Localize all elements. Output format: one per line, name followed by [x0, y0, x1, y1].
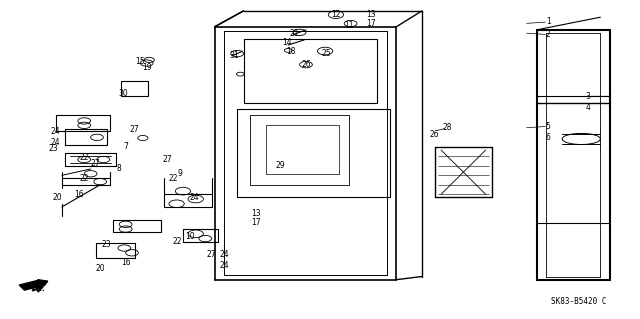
Text: 12: 12 — [331, 10, 340, 19]
Text: 30: 30 — [119, 89, 129, 98]
Text: 3: 3 — [585, 92, 590, 101]
Text: 27: 27 — [207, 250, 216, 259]
Text: 4: 4 — [585, 103, 590, 112]
Text: 8: 8 — [117, 165, 122, 174]
Text: 27: 27 — [91, 159, 100, 168]
Text: 22: 22 — [169, 174, 178, 183]
Text: 29: 29 — [276, 161, 285, 170]
Text: 27: 27 — [163, 155, 172, 164]
Text: 17: 17 — [252, 218, 261, 227]
Text: 14: 14 — [282, 38, 292, 47]
Text: FR.: FR. — [32, 284, 46, 293]
Text: 19: 19 — [142, 63, 152, 72]
Text: 7: 7 — [124, 142, 128, 151]
Bar — [121, 81, 148, 96]
Text: 24: 24 — [220, 261, 229, 270]
Text: 17: 17 — [366, 19, 376, 28]
Text: 10: 10 — [185, 233, 195, 241]
Text: 28: 28 — [443, 123, 452, 132]
Text: 24: 24 — [220, 250, 229, 259]
Text: 24: 24 — [50, 127, 60, 136]
Text: 5: 5 — [546, 122, 550, 131]
Text: 27: 27 — [129, 125, 139, 134]
Text: 15: 15 — [136, 57, 145, 66]
Text: 22: 22 — [173, 237, 182, 246]
FancyArrow shape — [19, 280, 48, 290]
Text: 9: 9 — [177, 169, 182, 178]
Text: 11: 11 — [344, 21, 353, 30]
Text: 31: 31 — [229, 51, 239, 60]
Text: 2: 2 — [546, 30, 550, 39]
Text: 26: 26 — [301, 60, 311, 69]
Text: 24: 24 — [50, 137, 60, 147]
Text: 18: 18 — [287, 48, 296, 56]
Text: 21: 21 — [290, 28, 300, 38]
Text: 26: 26 — [430, 130, 440, 139]
Text: 23: 23 — [102, 241, 111, 249]
Text: 13: 13 — [366, 10, 376, 19]
Text: 22: 22 — [79, 174, 89, 183]
Text: 20: 20 — [95, 264, 105, 273]
Text: 6: 6 — [546, 133, 550, 142]
Text: 24: 24 — [189, 193, 198, 202]
Text: 25: 25 — [321, 49, 331, 58]
Text: 16: 16 — [121, 258, 131, 267]
Text: 20: 20 — [52, 193, 61, 202]
Text: 23: 23 — [49, 144, 58, 153]
Text: SK83-B5420 C: SK83-B5420 C — [551, 297, 607, 306]
Text: 16: 16 — [74, 190, 84, 199]
Text: 22: 22 — [79, 153, 89, 162]
Text: 1: 1 — [546, 18, 550, 26]
Text: 13: 13 — [252, 209, 261, 218]
